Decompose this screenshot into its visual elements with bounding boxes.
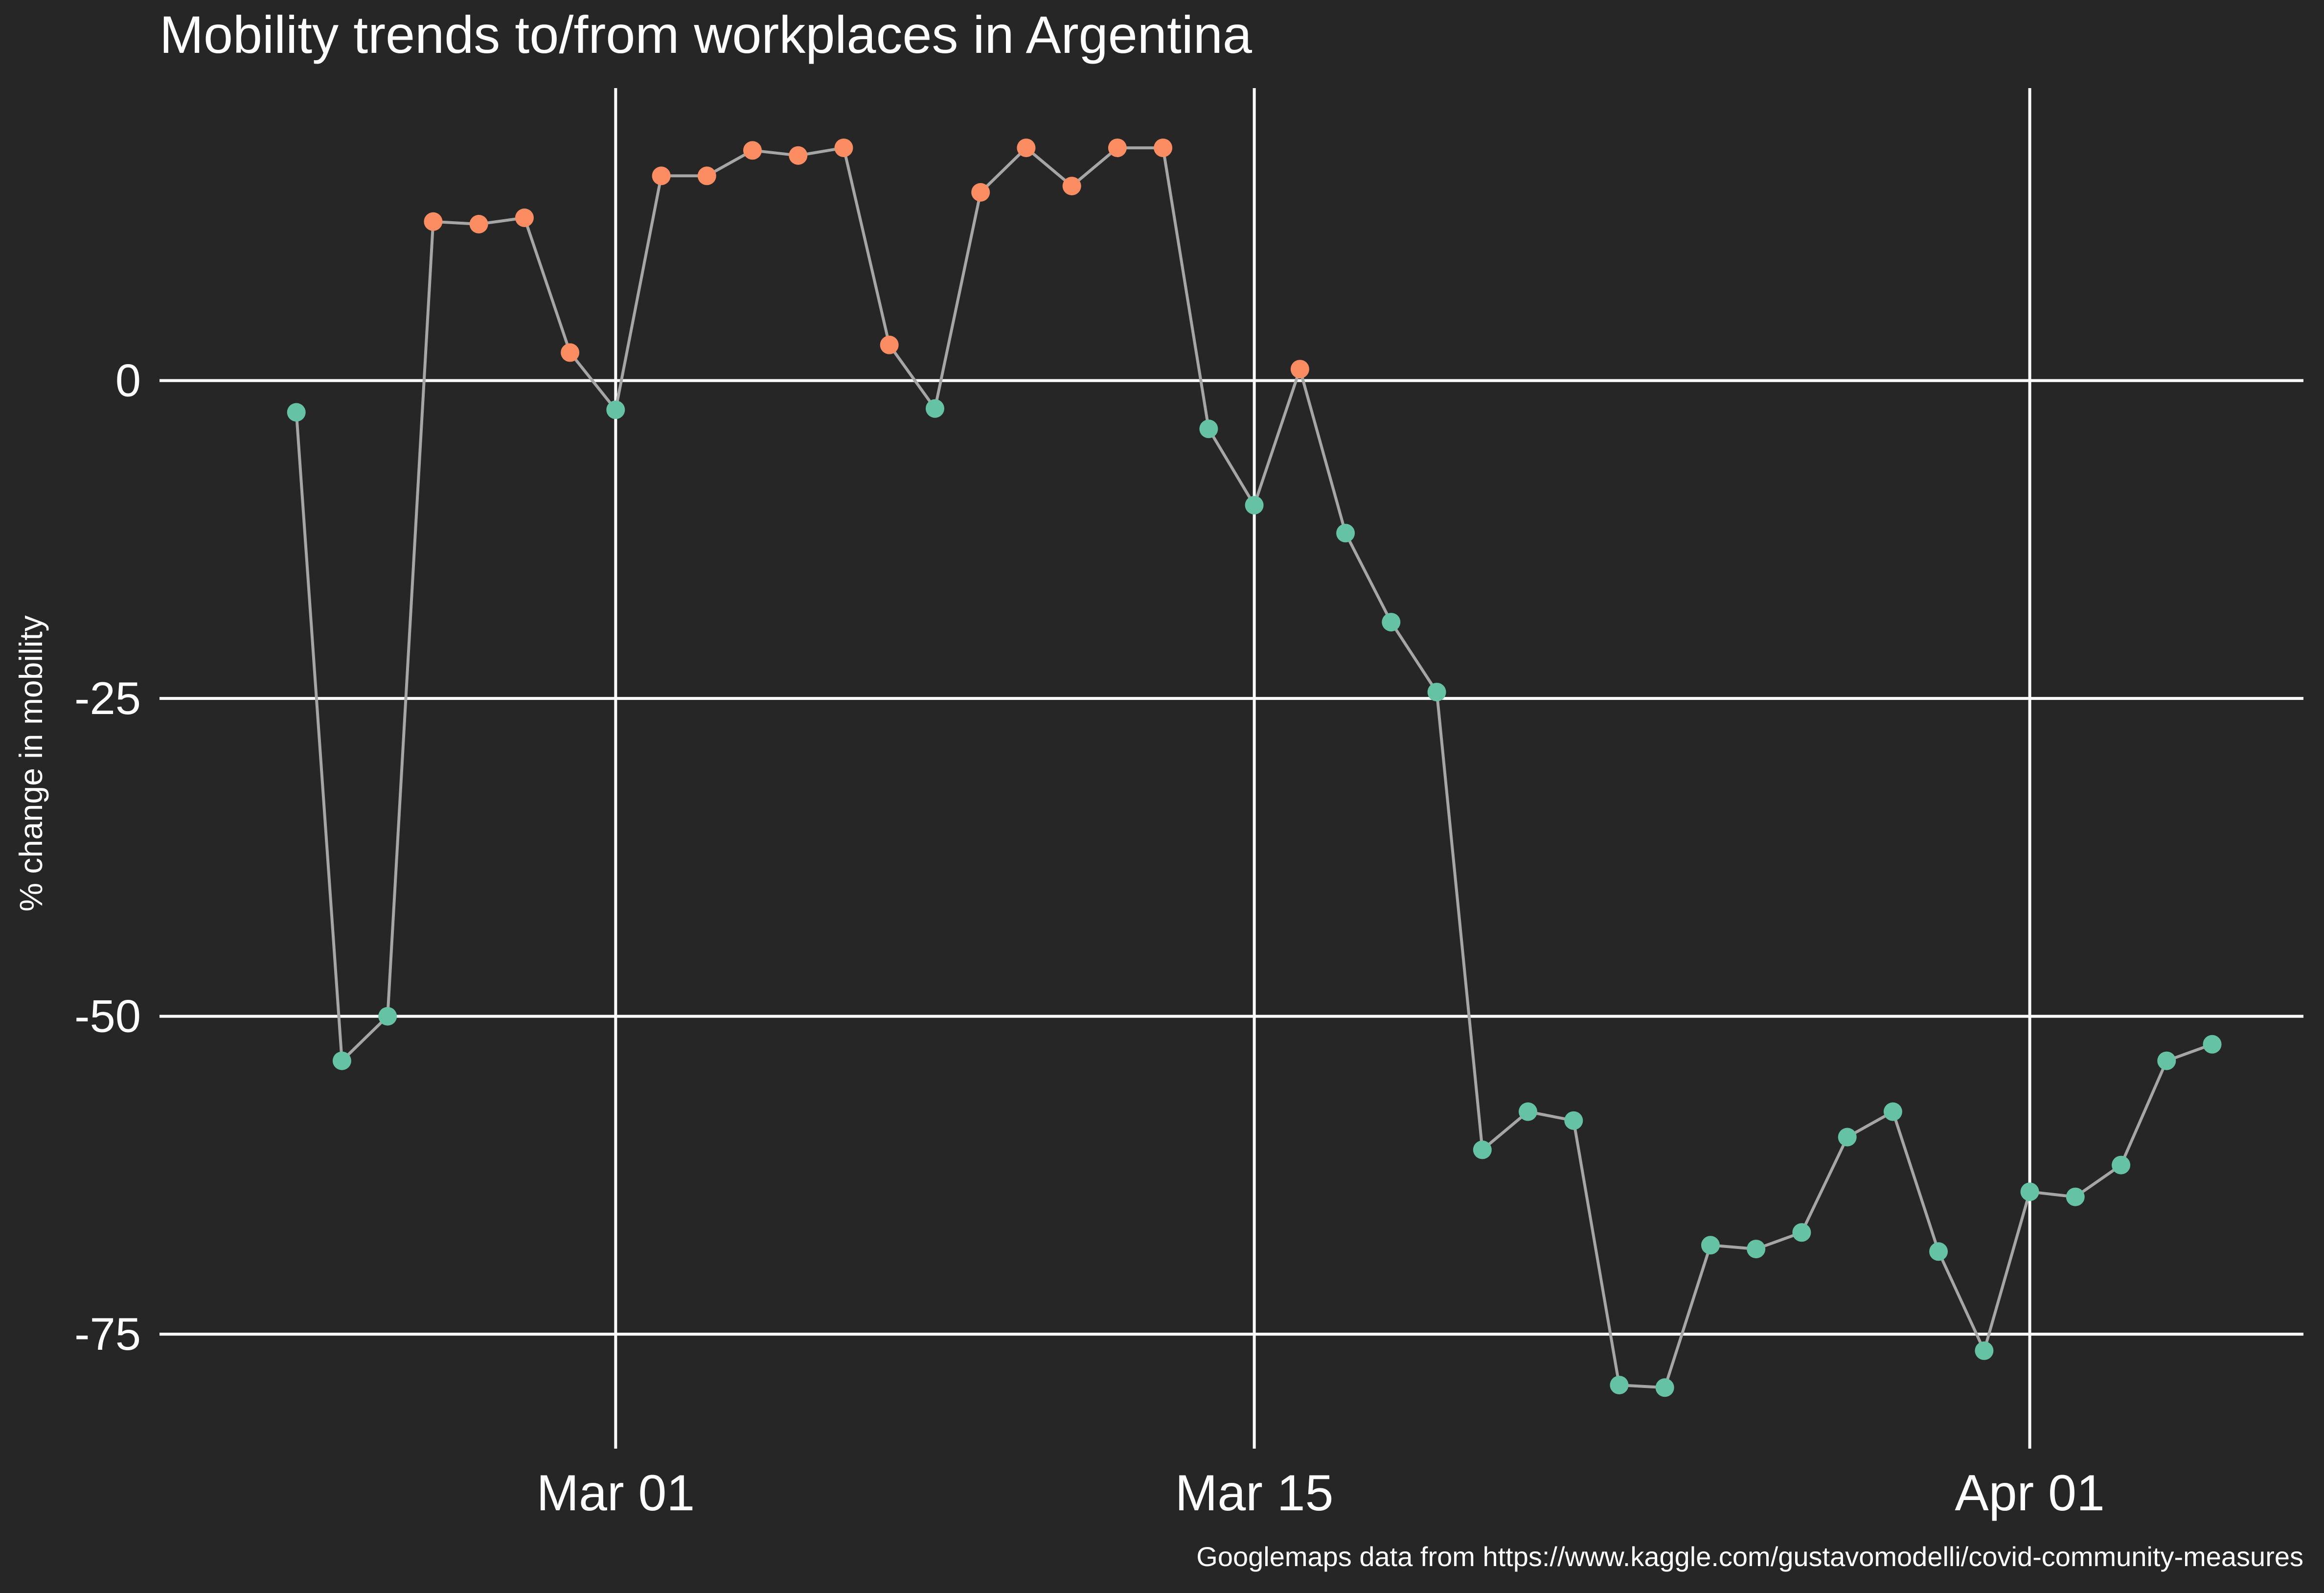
data-point bbox=[1473, 1140, 1492, 1159]
data-point bbox=[697, 166, 716, 185]
data-point bbox=[332, 1051, 351, 1070]
data-point bbox=[515, 208, 534, 227]
data-point bbox=[469, 215, 488, 233]
data-points bbox=[287, 139, 2222, 1397]
x-tick-label: Mar 01 bbox=[536, 1465, 695, 1522]
data-point bbox=[1929, 1242, 1948, 1261]
data-point bbox=[424, 212, 443, 231]
data-point bbox=[834, 139, 853, 158]
data-point bbox=[1883, 1102, 1902, 1121]
data-point bbox=[1701, 1236, 1720, 1255]
y-tick-label: -50 bbox=[74, 991, 141, 1042]
data-point bbox=[789, 146, 808, 165]
x-tick-label: Apr 01 bbox=[1955, 1465, 2104, 1522]
gridlines bbox=[159, 88, 2303, 1449]
y-tick-label: -75 bbox=[74, 1308, 141, 1360]
data-point bbox=[606, 400, 625, 419]
data-point bbox=[2157, 1051, 2176, 1070]
data-point bbox=[1108, 139, 1127, 158]
data-point bbox=[1290, 360, 1309, 379]
y-tick-label: -25 bbox=[74, 672, 141, 724]
x-axis-tick-labels: Mar 01 Mar 15 Apr 01 bbox=[536, 1465, 2104, 1522]
data-point bbox=[880, 335, 899, 354]
data-point bbox=[561, 343, 580, 362]
data-point bbox=[1564, 1111, 1583, 1130]
data-point bbox=[378, 1007, 397, 1026]
x-tick-label: Mar 15 bbox=[1175, 1465, 1334, 1522]
data-point bbox=[2020, 1182, 2039, 1201]
y-tick-label: 0 bbox=[115, 355, 141, 406]
data-point bbox=[1245, 496, 1264, 515]
data-point bbox=[1154, 139, 1173, 158]
data-point bbox=[1792, 1223, 1811, 1242]
data-point bbox=[1610, 1376, 1629, 1395]
data-point bbox=[287, 403, 306, 422]
y-axis-label: % change in mobility bbox=[13, 615, 49, 911]
data-point bbox=[652, 166, 671, 185]
data-point bbox=[1017, 139, 1036, 158]
data-point bbox=[1336, 524, 1355, 543]
data-point bbox=[2112, 1155, 2131, 1175]
data-point bbox=[743, 141, 762, 160]
data-point bbox=[2066, 1187, 2085, 1206]
data-point bbox=[1655, 1378, 1674, 1397]
data-point bbox=[1382, 613, 1401, 632]
data-point bbox=[2203, 1035, 2222, 1054]
data-point bbox=[1519, 1102, 1537, 1121]
chart-title: Mobility trends to/from workplaces in Ar… bbox=[159, 5, 1253, 64]
y-axis-tick-labels: 0 -25 -50 -75 bbox=[74, 355, 141, 1360]
data-point bbox=[1975, 1341, 1994, 1360]
data-point bbox=[1427, 683, 1446, 702]
data-point bbox=[1199, 419, 1218, 439]
data-point bbox=[1838, 1128, 1857, 1147]
data-point bbox=[1062, 177, 1081, 196]
data-point bbox=[971, 183, 990, 202]
chart-caption: Googlemaps data from https://www.kaggle.… bbox=[1196, 1541, 2303, 1572]
data-point bbox=[1747, 1240, 1766, 1259]
data-point bbox=[926, 399, 944, 418]
